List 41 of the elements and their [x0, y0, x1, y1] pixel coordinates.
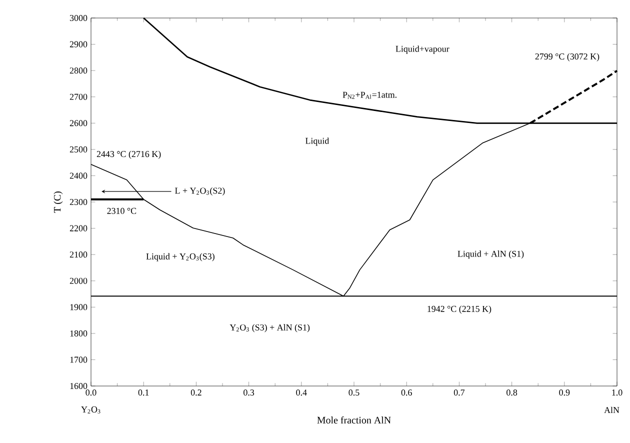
annotation: Y$_{2}$O$_{3}$ (S3) + AlN (S1): [230, 324, 310, 332]
text: AlN: [604, 406, 620, 414]
annotation: Liquid: [305, 138, 330, 146]
annotation: 1942 °C (2215 K): [428, 306, 492, 314]
x-tick-label: 0.6: [401, 390, 412, 396]
annotation: Liquid + Y$_{2}$O$_{3}$(S3): [146, 253, 214, 262]
y-tick-label: 2200: [70, 225, 88, 232]
annotation: 2310 °C: [107, 208, 136, 214]
y-tick-label: 2000: [70, 278, 88, 284]
y-tick-label: 2600: [70, 120, 88, 126]
y-tick-label: 1600: [70, 382, 88, 390]
x-tick-label: 0.4: [296, 390, 307, 396]
x-tick-label: 0.2: [190, 390, 202, 396]
y-tick-label: 2100: [70, 252, 88, 258]
y-tick-label: 3000: [70, 14, 88, 22]
y-tick-label: 1800: [70, 330, 88, 336]
text: Y$_{2}$O$_{3}$: [81, 406, 100, 414]
x-tick-label: 0.5: [348, 390, 360, 396]
y-axis-title: T (C): [54, 192, 63, 213]
x-tick-label: 0.1: [138, 390, 149, 396]
y-tick-label: 2300: [70, 198, 88, 206]
annotation: P$_{N2}$+P$_{Al}$=1atm.: [342, 92, 396, 99]
x-tick-label: 0.9: [559, 390, 570, 396]
y-tick-label: 2700: [70, 94, 88, 100]
x-tick-label: 0.3: [244, 390, 254, 396]
annotation: L + Y$_{2}$O$_{3}$(S2): [175, 187, 225, 196]
annotation: 2799 °C (3072 K): [535, 53, 600, 62]
x-tick-label: 0.0: [86, 390, 96, 396]
x-axis-title: Mole fraction AlN: [317, 416, 391, 424]
annotation: Liquid + AlN (S1): [458, 250, 524, 259]
y-tick-label: 1700: [70, 356, 88, 363]
y-tick-label: 2900: [70, 41, 88, 48]
y-tick-label: 1900: [70, 304, 88, 310]
annotation: Liquid+vapour: [396, 46, 450, 54]
y-tick-label: 2400: [70, 172, 88, 179]
y-tick-label: 2500: [70, 146, 88, 152]
x-tick-label: 0.7: [454, 390, 465, 396]
x-tick-label: 1.0: [612, 390, 622, 396]
y-tick-label: 2800: [70, 68, 88, 74]
annotation: 2443 °C (2716 K): [96, 150, 161, 159]
x-tick-label: 0.8: [506, 390, 518, 396]
